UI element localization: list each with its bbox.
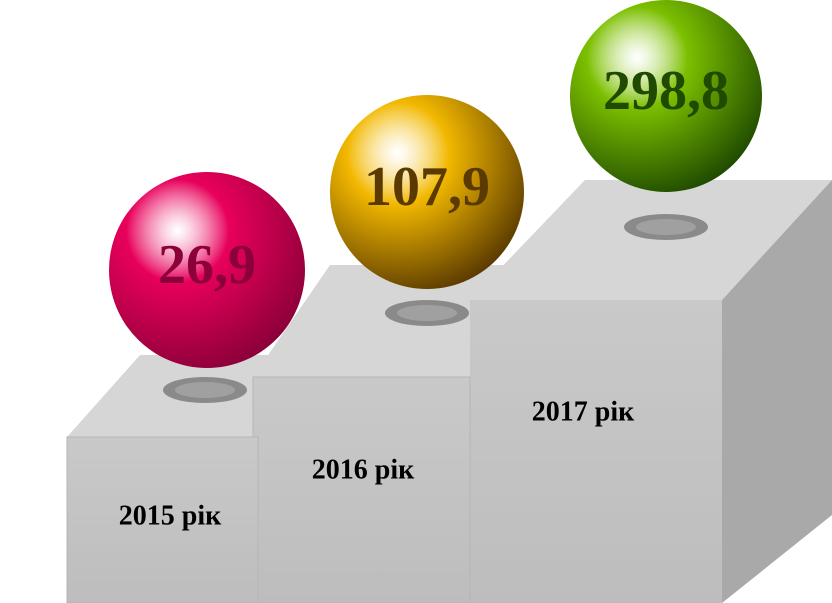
step-top [470,180,832,300]
value-label: 26,9 [158,234,256,296]
shadow-inner [636,219,696,235]
year-label: 2015 рік [119,500,222,531]
step-front [252,376,471,603]
shadow-inner [175,382,235,398]
sphere [330,95,524,289]
year-label: 2016 рік [312,454,415,485]
year-label: 2017 рік [532,396,635,427]
sphere [109,172,305,368]
step-front [470,300,722,603]
value-label: 298,8 [603,60,729,122]
shadow-inner [397,305,457,321]
value-label: 107,9 [364,156,490,218]
sphere [570,0,762,192]
step-front [66,436,259,603]
step-side [722,180,832,603]
